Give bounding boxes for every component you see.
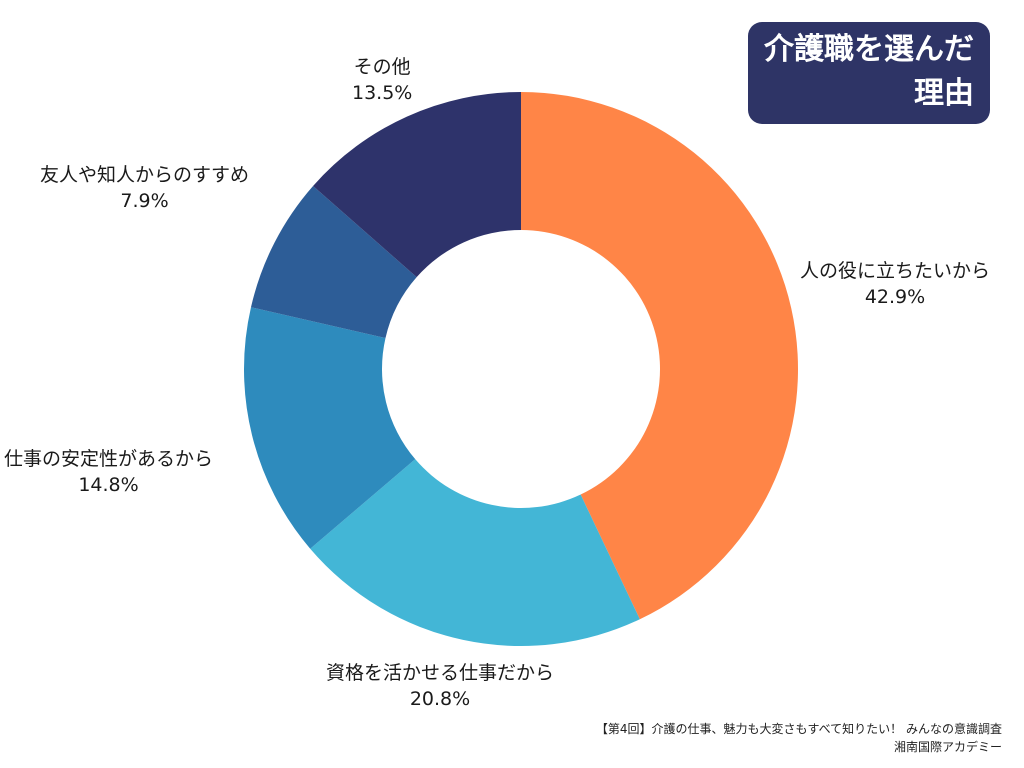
slice-value: 13.5% <box>352 82 413 104</box>
slice-name: 友人や知人からのすすめ <box>40 164 250 186</box>
slice-name: 人の役に立ちたいから <box>800 260 991 282</box>
chart-title-line2: 理由 <box>914 76 974 111</box>
slice-name: その他 <box>353 56 411 78</box>
slice-name: 資格を活かせる仕事だから <box>326 662 555 684</box>
slice-label-other: その他 13.5% <box>352 54 412 106</box>
slice-value: 20.8% <box>409 688 471 710</box>
slice-other <box>313 92 521 278</box>
source-line2: 湘南国際アカデミー <box>893 740 1002 754</box>
slice-help-people <box>521 92 798 620</box>
source-line1: 【第4回】介護の仕事、魅力も大変さもすべて知りたい！ みんなの意識調査 <box>595 722 1002 736</box>
slice-label-use-qualification: 資格を活かせる仕事だから 20.8% <box>326 660 554 712</box>
slice-value: 42.9% <box>864 286 926 308</box>
slice-name: 仕事の安定性があるから <box>4 448 214 470</box>
source-note: 【第4回】介護の仕事、魅力も大変さもすべて知りたい！ みんなの意識調査 湘南国際… <box>596 720 1002 756</box>
chart-title: 介護職を選んだ 理由 <box>748 22 990 124</box>
slice-label-job-stability: 仕事の安定性があるから 14.8% <box>4 446 213 498</box>
slice-friend-recommendation <box>250 185 417 339</box>
slice-job-stability <box>243 307 416 549</box>
slice-use-qualification <box>310 459 640 646</box>
slice-label-friend-recommendation: 友人や知人からのすすめ 7.9% <box>40 162 249 214</box>
slice-label-help-people: 人の役に立ちたいから 42.9% <box>800 258 990 310</box>
slice-value: 14.8% <box>78 474 139 496</box>
chart-title-line1: 介護職を選んだ <box>764 32 974 67</box>
slice-value: 7.9% <box>120 190 169 212</box>
